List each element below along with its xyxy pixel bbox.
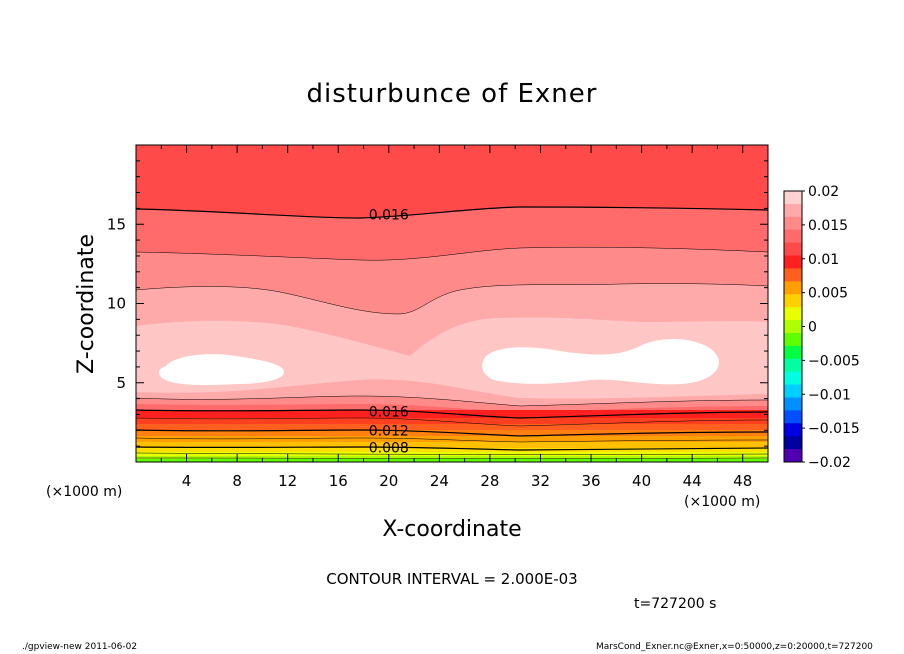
colorbar-swatch: [784, 449, 802, 463]
colorbar-swatch: [784, 307, 802, 321]
colorbar-swatch: [784, 281, 802, 295]
x-tick-label: 28: [480, 472, 499, 490]
colorbar-swatch: [784, 191, 802, 205]
x-tick-label: 36: [581, 472, 600, 490]
footer-left: ./gpview-new 2011-06-02: [22, 642, 138, 652]
band-0.000-lower: [136, 459, 768, 462]
colorbar-tick-label: 0.005: [808, 286, 848, 302]
x-units-left: (×1000 m): [46, 484, 122, 500]
x-tick-label: 40: [632, 472, 651, 490]
white-region-left: [159, 354, 284, 386]
x-tick-label: 48: [733, 472, 752, 490]
colorbar-tick-label: 0.02: [808, 184, 839, 200]
x-tick-label: 16: [329, 472, 348, 490]
colorbar-tick-label: −0.01: [808, 387, 851, 403]
contour-label: 0.016: [369, 404, 409, 420]
y-tick-label: 10: [107, 295, 126, 313]
time-text: t=727200 s: [634, 596, 716, 612]
y-axis-label: Z-coordinate: [74, 234, 99, 374]
chart-title: disturbunce of Exner: [307, 79, 598, 109]
y-tick-label: 5: [116, 374, 126, 392]
colorbar-tick-label: −0.005: [808, 353, 860, 369]
colorbar-tick-label: 0.01: [808, 252, 839, 268]
colorbar-swatch: [784, 384, 802, 398]
footer-right: MarsCond_Exner.nc@Exner,x=0:50000,z=0:20…: [596, 642, 873, 652]
colorbar-swatch: [784, 332, 802, 347]
x-tick-label: 32: [531, 472, 550, 490]
colorbar-swatch: [784, 423, 802, 437]
colorbar-swatch: [784, 345, 802, 360]
contour-line-0.012-lower: [136, 429, 768, 437]
colorbar-swatch: [784, 371, 802, 386]
x-tick-label: 44: [683, 472, 702, 490]
contour-line-0.012-upper: [136, 283, 768, 315]
colorbar-swatch: [784, 268, 802, 282]
colorbar-swatch: [784, 320, 802, 334]
colorbar-tick-label: 0.015: [808, 218, 848, 234]
contour-line-0.016-upper: [136, 206, 768, 219]
y-axis: 5 10 15: [107, 160, 768, 447]
x-axis: 4 8 12 16 20 24 28 32 36 40 44 48: [160, 145, 752, 490]
contour-interval-text: CONTOUR INTERVAL = 2.000E-03: [326, 570, 577, 588]
colorbar-swatch: [784, 216, 802, 231]
contour-line-a: [136, 395, 768, 407]
colorbar-swatch: [784, 294, 802, 308]
colorbar-swatch: [784, 242, 802, 257]
colorbar-swatch: [784, 203, 802, 218]
x-units-right: (×1000 m): [684, 494, 760, 510]
colorbar-tick-label: −0.015: [808, 421, 860, 437]
colorbar-swatch: [784, 436, 802, 450]
x-axis-label: X-coordinate: [382, 517, 521, 542]
x-tick-label: 8: [232, 472, 242, 490]
y-tick-label: 15: [107, 215, 126, 233]
contour-label-layer: 0.016 0.016 0.012 0.008: [369, 208, 409, 457]
colorbar-swatch: [784, 229, 802, 244]
colorbar-tick-label: −0.02: [808, 455, 851, 471]
x-tick-label: 4: [182, 472, 192, 490]
colorbar-swatch: [784, 397, 802, 411]
contour-label: 0.008: [369, 441, 409, 457]
contour-line-0.016-lower: [136, 409, 768, 419]
x-tick-label: 24: [430, 472, 449, 490]
colorbar: 0.02 0.015 0.01 0.005 0 −0.005 −0.01 −0.015 −0.0…: [783, 184, 860, 471]
colorbar-swatch: [784, 358, 802, 373]
contour-line-b: [136, 417, 768, 427]
contour-line-0.014-upper: [136, 246, 768, 261]
plot-area: [136, 145, 768, 462]
contour-line-0.008: [136, 446, 768, 451]
colorbar-swatch: [784, 255, 802, 269]
contour-label: 0.012: [369, 423, 409, 439]
x-tick-label: 20: [379, 472, 398, 490]
colorbar-tick-label: 0: [808, 320, 817, 336]
white-region-right: [482, 339, 719, 385]
colorbar-swatch: [784, 410, 802, 424]
contour-label: 0.016: [369, 208, 409, 224]
x-tick-label: 12: [278, 472, 297, 490]
